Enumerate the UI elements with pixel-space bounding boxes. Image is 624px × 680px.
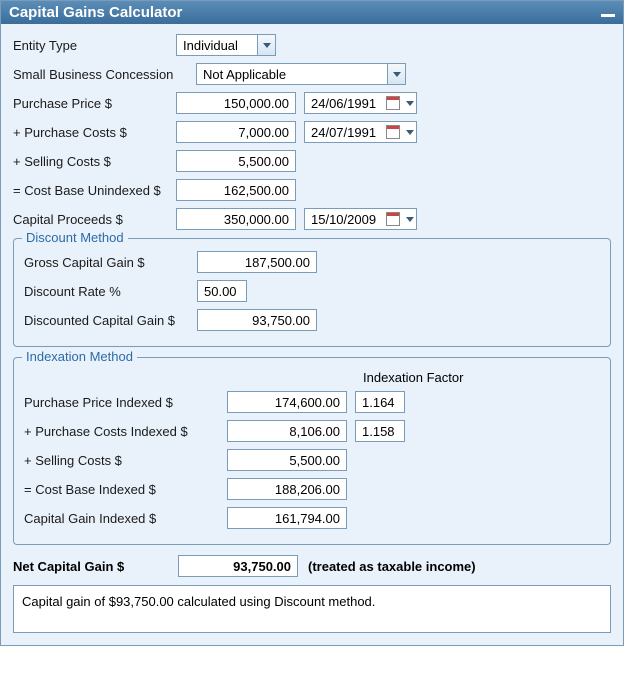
minimize-icon[interactable] xyxy=(601,14,615,17)
purchase-price-date[interactable]: 24/06/1991 xyxy=(304,92,417,114)
purchase-price-idx-label: Purchase Price Indexed $ xyxy=(24,395,219,410)
calculator-window: Capital Gains Calculator Entity Type Ind… xyxy=(0,0,624,646)
entity-type-label: Entity Type xyxy=(13,38,168,53)
purchase-price-idx-factor: 1.164 xyxy=(355,391,405,413)
purchase-costs-input[interactable]: 7,000.00 xyxy=(176,121,296,143)
purchase-costs-label: + Purchase Costs $ xyxy=(13,125,168,140)
cost-base-idx-value: 188,206.00 xyxy=(227,478,347,500)
cost-base-idx-label: = Cost Base Indexed $ xyxy=(24,482,219,497)
net-gain-note: (treated as taxable income) xyxy=(308,559,476,574)
purchase-costs-date-value: 24/07/1991 xyxy=(305,123,383,142)
capital-proceeds-date-value: 15/10/2009 xyxy=(305,210,383,229)
concession-label: Small Business Concession xyxy=(13,67,188,82)
discounted-gain-label: Discounted Capital Gain $ xyxy=(24,313,189,328)
capital-proceeds-input[interactable]: 350,000.00 xyxy=(176,208,296,230)
concession-select[interactable]: Not Applicable xyxy=(196,63,406,85)
gross-gain-label: Gross Capital Gain $ xyxy=(24,255,189,270)
discounted-gain-value: 93,750.00 xyxy=(197,309,317,331)
net-gain-value: 93,750.00 xyxy=(178,555,298,577)
selling-costs-label: + Selling Costs $ xyxy=(13,154,168,169)
idx-selling-costs-value: 5,500.00 xyxy=(227,449,347,471)
title-bar: Capital Gains Calculator xyxy=(1,1,623,24)
capital-gain-idx-value: 161,794.00 xyxy=(227,507,347,529)
discount-rate-value: 50.00 xyxy=(197,280,247,302)
calendar-icon[interactable] xyxy=(386,212,400,226)
purchase-price-date-value: 24/06/1991 xyxy=(305,94,383,113)
purchase-price-idx-value: 174,600.00 xyxy=(227,391,347,413)
cost-base-unindexed-value: 162,500.00 xyxy=(176,179,296,201)
indexation-legend: Indexation Method xyxy=(22,349,137,364)
indexation-factor-header: Indexation Factor xyxy=(363,370,600,385)
selling-costs-input[interactable]: 5,500.00 xyxy=(176,150,296,172)
discount-method-group: Discount Method Gross Capital Gain $ 187… xyxy=(13,238,611,347)
discount-legend: Discount Method xyxy=(22,230,128,245)
cost-base-unindexed-label: = Cost Base Unindexed $ xyxy=(13,183,168,198)
purchase-costs-idx-label: + Purchase Costs Indexed $ xyxy=(24,424,219,439)
indexation-method-group: Indexation Method Indexation Factor Purc… xyxy=(13,357,611,545)
capital-proceeds-date[interactable]: 15/10/2009 xyxy=(304,208,417,230)
chevron-down-icon[interactable] xyxy=(387,64,405,84)
calendar-icon[interactable] xyxy=(386,125,400,139)
purchase-price-label: Purchase Price $ xyxy=(13,96,168,111)
gross-gain-value: 187,500.00 xyxy=(197,251,317,273)
capital-proceeds-label: Capital Proceeds $ xyxy=(13,212,168,227)
entity-type-select[interactable]: Individual xyxy=(176,34,276,56)
capital-gain-idx-label: Capital Gain Indexed $ xyxy=(24,511,219,526)
entity-type-value: Individual xyxy=(177,35,257,55)
chevron-down-icon[interactable] xyxy=(403,217,416,222)
concession-value: Not Applicable xyxy=(197,64,387,84)
purchase-costs-date[interactable]: 24/07/1991 xyxy=(304,121,417,143)
chevron-down-icon[interactable] xyxy=(257,35,275,55)
purchase-costs-idx-value: 8,106.00 xyxy=(227,420,347,442)
result-message: Capital gain of $93,750.00 calculated us… xyxy=(13,585,611,633)
idx-selling-costs-label: + Selling Costs $ xyxy=(24,453,219,468)
net-gain-label: Net Capital Gain $ xyxy=(13,559,168,574)
chevron-down-icon[interactable] xyxy=(403,101,416,106)
window-title: Capital Gains Calculator xyxy=(9,4,182,21)
discount-rate-label: Discount Rate % xyxy=(24,284,189,299)
chevron-down-icon[interactable] xyxy=(403,130,416,135)
purchase-price-input[interactable]: 150,000.00 xyxy=(176,92,296,114)
purchase-costs-idx-factor: 1.158 xyxy=(355,420,405,442)
calendar-icon[interactable] xyxy=(386,96,400,110)
net-gain-row: Net Capital Gain $ 93,750.00 (treated as… xyxy=(13,555,611,577)
window-body: Entity Type Individual Small Business Co… xyxy=(1,24,623,645)
